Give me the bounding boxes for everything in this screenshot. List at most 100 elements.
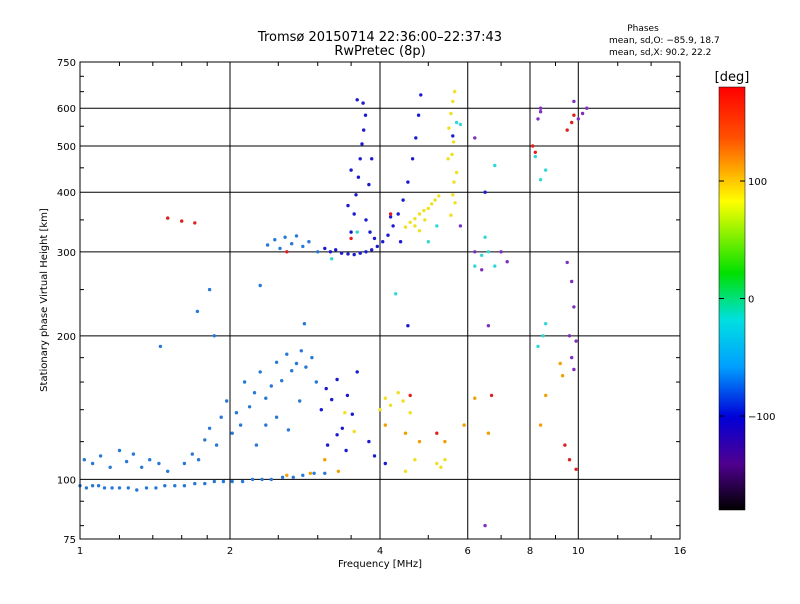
data-point [372,236,377,241]
data-point [242,380,247,384]
data-point [214,443,219,447]
data-point [82,458,87,462]
data-point [493,264,497,268]
data-point [367,439,371,444]
data-point [451,134,455,138]
colorbar-label: [deg] [715,70,750,85]
data-point [154,486,158,490]
data-point [446,157,450,161]
data-point [330,257,334,261]
data-point [419,93,423,97]
data-point [570,279,574,284]
data-point [458,122,463,127]
data-point [352,252,356,257]
data-point [285,250,289,254]
data-point [451,99,455,104]
chart-title: Tromsø 20150714 22:36:00–22:37:43 [257,30,502,45]
y-tick-label: 75 [63,535,76,546]
data-point [381,240,385,244]
data-point [182,484,187,488]
data-point [505,260,509,264]
colorbar-tick-label: 0 [748,295,754,306]
data-point [301,244,305,249]
data-point [417,229,422,233]
data-point [563,443,567,447]
data-point [363,113,368,117]
data-point [312,471,316,475]
data-point [447,126,451,130]
data-point [340,426,344,430]
data-point [403,431,408,435]
data-point [102,486,107,490]
data-point [230,479,234,484]
data-point [538,178,543,182]
data-point [258,283,262,288]
data-point [163,484,167,488]
data-point [285,352,289,356]
data-point [252,391,257,395]
data-point [565,128,569,132]
data-point [310,355,314,360]
data-point [541,334,545,338]
data-point [352,212,356,216]
data-point [443,458,447,462]
data-point [126,486,130,490]
data-point [401,399,405,403]
data-point [572,305,576,309]
data-point [254,443,259,447]
data-point [290,242,294,246]
data-point [280,475,285,479]
data-point [346,252,350,256]
colorbar-tick-label: −100 [748,412,775,423]
data-point [533,150,537,154]
data-point [426,206,430,211]
data-point [203,481,207,486]
data-point [398,240,403,244]
data-point [473,396,477,400]
data-point [483,190,487,194]
data-point [360,142,364,146]
x-tick-label: 16 [674,546,687,557]
y-tick-label: 200 [57,332,76,343]
data-point [454,120,459,125]
data-point [291,475,295,479]
data-point [422,208,426,213]
y-axis-label: Stationary phase Virtual Height [km] [39,208,50,392]
data-point [449,111,453,116]
data-point [378,408,382,412]
data-point [90,461,95,466]
data-point [574,339,578,343]
data-point [367,182,371,187]
data-point [394,292,398,296]
x-tick-label: 8 [527,546,533,557]
data-point [531,144,535,148]
data-point [350,412,354,416]
data-point [435,224,439,228]
data-point [117,448,122,453]
data-point [383,461,387,466]
data-point [335,433,339,437]
data-point [450,152,454,157]
data-point [580,111,585,116]
data-point [403,225,408,229]
data-point [207,426,212,430]
data-point [283,235,287,239]
x-tick-label: 10 [572,546,585,557]
data-point [372,454,377,458]
data-point [452,180,456,184]
data-point [196,458,201,462]
data-point [454,170,459,175]
data-point [355,230,359,234]
data-point [355,370,359,374]
data-point [238,423,243,427]
x-axis-label: Frequency [MHz] [338,559,422,570]
data-point [480,268,484,272]
data-point [558,361,562,366]
data-point [258,370,262,374]
data-point [324,386,328,391]
data-point [110,486,114,490]
y-tick-label: 300 [57,248,76,259]
data-point [330,397,334,402]
data-point [349,230,353,234]
data-point [346,203,350,208]
